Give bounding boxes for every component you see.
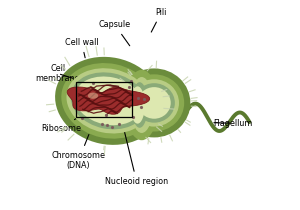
Text: Nucleoid region: Nucleoid region [105,120,168,186]
Ellipse shape [75,76,142,125]
Ellipse shape [118,68,190,137]
Ellipse shape [124,74,184,131]
Ellipse shape [55,57,162,145]
Ellipse shape [138,87,171,119]
Ellipse shape [134,83,175,123]
Ellipse shape [130,86,145,124]
Text: Cell
membrane: Cell membrane [35,64,80,83]
Text: Ribosome: Ribosome [41,116,81,133]
Ellipse shape [61,63,156,139]
Text: Flagellum: Flagellum [213,119,253,128]
Ellipse shape [129,79,179,127]
Text: Capsule: Capsule [99,20,131,46]
Text: Cell wall: Cell wall [65,38,98,58]
Ellipse shape [70,72,146,129]
Ellipse shape [88,93,98,99]
Text: Pili: Pili [151,8,167,32]
Ellipse shape [67,68,151,134]
Ellipse shape [125,70,158,140]
Text: Chromosome
(DNA): Chromosome (DNA) [52,135,106,170]
Ellipse shape [130,77,153,133]
Polygon shape [67,87,150,114]
Ellipse shape [131,82,148,128]
